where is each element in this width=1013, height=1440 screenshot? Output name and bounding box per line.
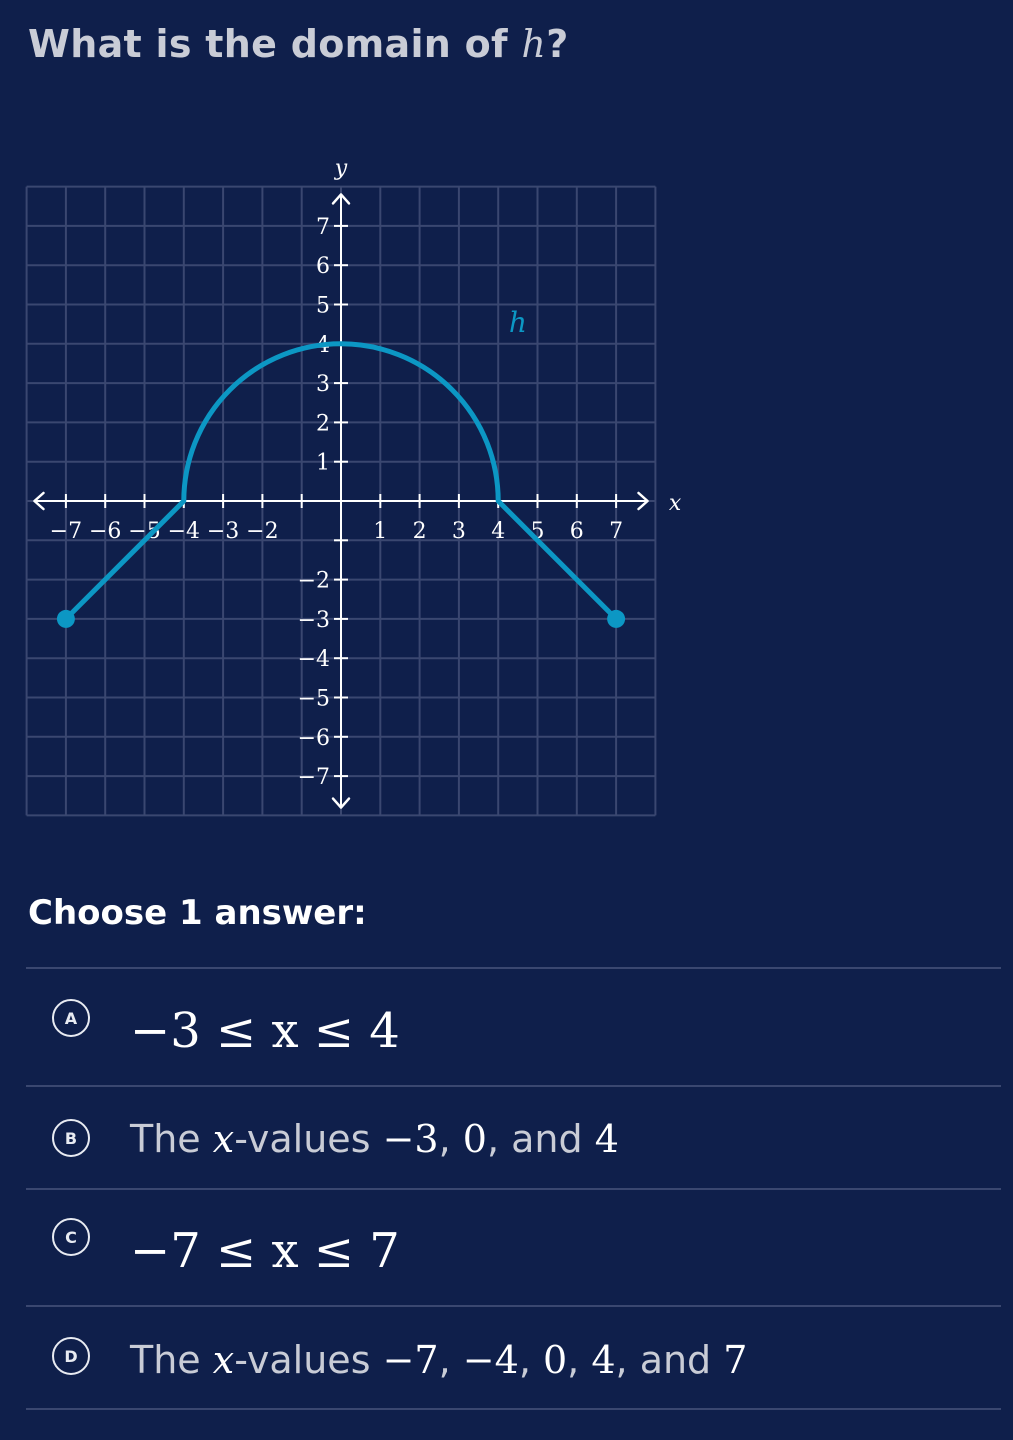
x-axis-right-arrow xyxy=(637,491,649,511)
graph-of-h: xy−7 −6 −5 −4 −3 −2 1 2 3 4 5 6 77654321−2−3−4−5−6−7… xyxy=(25,156,682,817)
divider xyxy=(26,1188,1001,1190)
divider xyxy=(26,1085,1001,1087)
y-tick-label: 5 xyxy=(316,294,330,319)
y-tick-label: −2 xyxy=(298,569,330,594)
x-axis-left-arrow xyxy=(33,491,45,511)
y-tick-label: 3 xyxy=(316,372,330,397)
y-tick-label: −7 xyxy=(298,765,330,790)
choice-b-badge: B xyxy=(52,1119,90,1157)
choice-a-text: −3 ≤ x ≤ 4 xyxy=(130,1003,400,1059)
y-tick-label: −5 xyxy=(298,687,330,712)
choice-c[interactable]: C −7 ≤ x ≤ 7 xyxy=(0,1190,1013,1306)
choice-d-text: The x-values −7, −4, 0, 4, and 7 xyxy=(130,1338,748,1382)
axes xyxy=(33,193,649,809)
y-axis-label: y xyxy=(334,156,348,181)
x-tick-label: −6 xyxy=(89,519,121,544)
y-tick-label: 7 xyxy=(316,215,330,240)
y-tick-label: −4 xyxy=(298,647,330,672)
choice-c-badge: C xyxy=(52,1218,90,1256)
curve-h: h xyxy=(56,306,626,628)
x-tick-label: 1 xyxy=(373,519,387,544)
y-tick-label: 2 xyxy=(316,411,330,436)
endpoint-dot xyxy=(56,609,75,628)
x-axis-label: x xyxy=(669,491,682,516)
x-tick-label: −7 xyxy=(50,519,82,544)
x-tick-label: −2 xyxy=(246,519,278,544)
x-tick-label: −3 xyxy=(207,519,239,544)
choice-b[interactable]: B The x-values −3, 0, and 4 xyxy=(0,1087,1013,1189)
x-tick-label: 6 xyxy=(570,519,584,544)
divider xyxy=(26,967,1001,969)
curve-label-h: h xyxy=(509,306,527,339)
question-variable: h xyxy=(521,22,547,66)
choice-b-text: The x-values −3, 0, and 4 xyxy=(130,1117,619,1161)
choice-a[interactable]: A −3 ≤ x ≤ 4 xyxy=(0,969,1013,1087)
choice-d-badge: D xyxy=(52,1337,90,1375)
x-tick-label: −4 xyxy=(168,519,200,544)
y-tick-label: 1 xyxy=(316,451,330,476)
endpoint-dot xyxy=(607,609,626,628)
choose-prompt: Choose 1 answer: xyxy=(28,893,367,933)
divider xyxy=(26,1408,1001,1410)
x-tick-label: 7 xyxy=(609,519,623,544)
x-tick-label: 3 xyxy=(452,519,466,544)
y-tick-label: −6 xyxy=(298,726,330,751)
y-tick-label: 6 xyxy=(316,254,330,279)
divider xyxy=(26,1305,1001,1307)
y-tick-label: −3 xyxy=(298,608,330,633)
choice-d[interactable]: D The x-values −7, −4, 0, 4, and 7 xyxy=(0,1307,1013,1409)
x-tick-label: 2 xyxy=(413,519,427,544)
choice-a-badge: A xyxy=(52,999,90,1037)
x-tick-label: 4 xyxy=(491,519,505,544)
y-axis-up-arrow xyxy=(331,193,351,205)
question-title: What is the domain of h? xyxy=(28,22,569,66)
choice-c-text: −7 ≤ x ≤ 7 xyxy=(130,1223,400,1279)
y-axis-down-arrow xyxy=(331,797,351,809)
curve-path xyxy=(63,341,619,622)
